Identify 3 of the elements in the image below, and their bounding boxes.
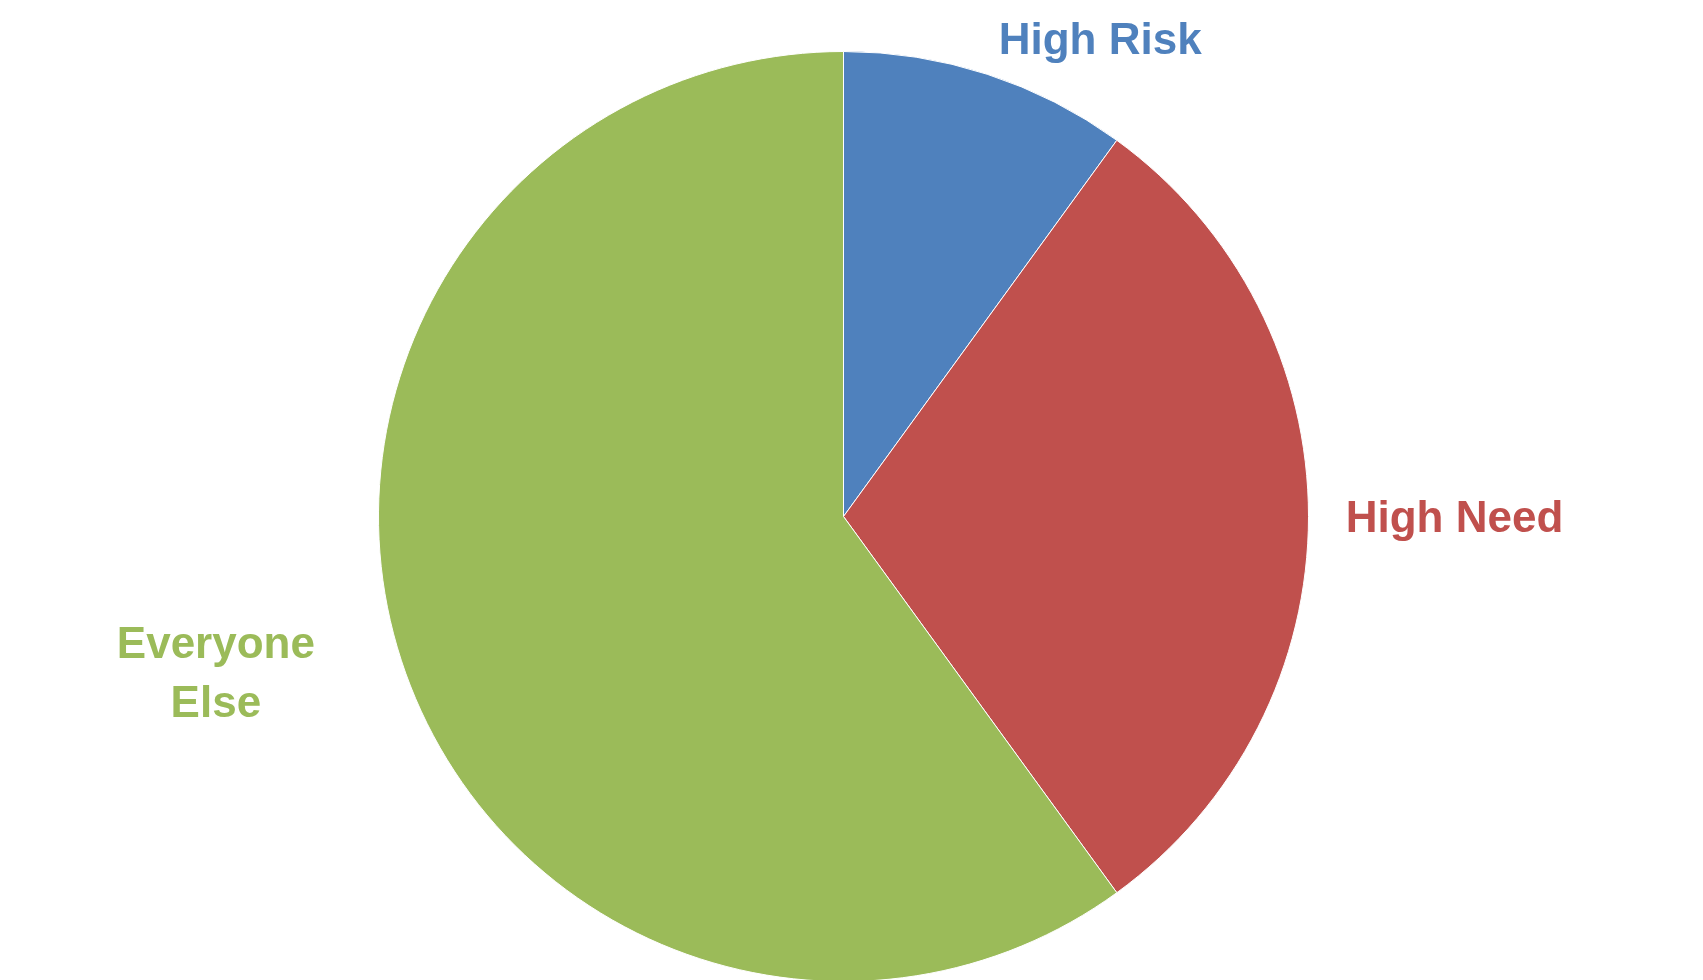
slice-label: Everyone Else: [116, 617, 315, 726]
slice-label: High Need: [1345, 492, 1564, 541]
slice-label: High Risk: [998, 14, 1203, 64]
